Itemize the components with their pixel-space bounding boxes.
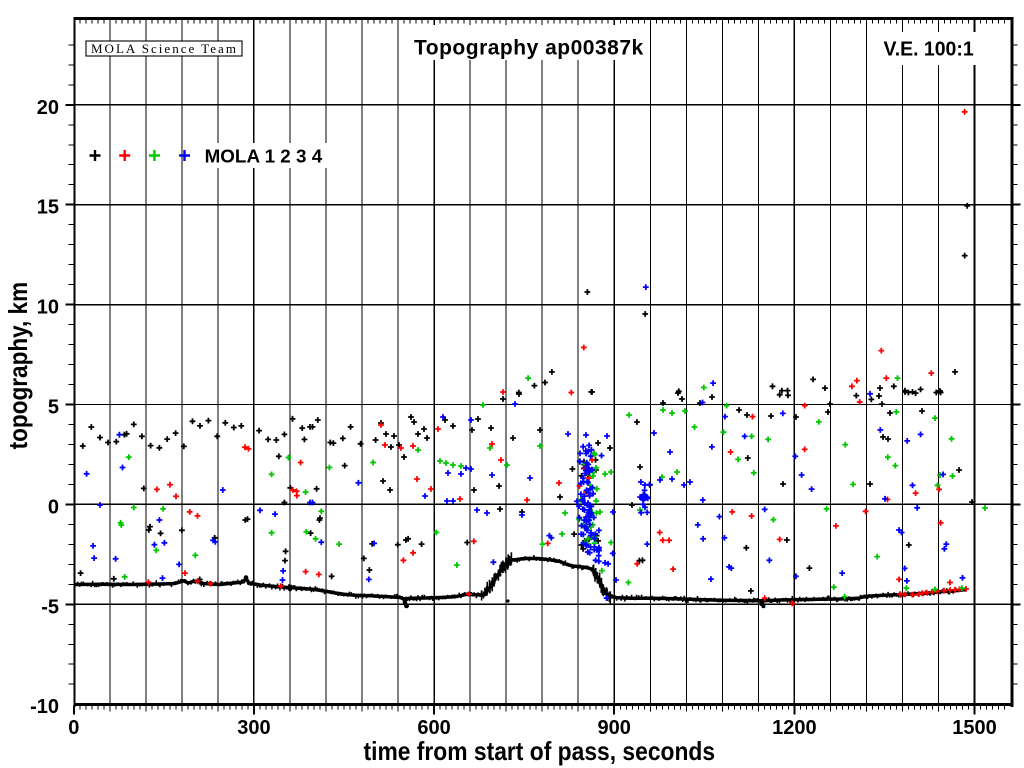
svg-text:15: 15 <box>37 197 59 219</box>
svg-text:-10: -10 <box>30 696 59 718</box>
svg-text:1500: 1500 <box>952 717 997 739</box>
svg-text:1200: 1200 <box>772 717 817 739</box>
svg-text:10: 10 <box>37 297 59 319</box>
svg-text:900: 900 <box>598 717 631 739</box>
svg-text:300: 300 <box>237 717 270 739</box>
svg-text:0: 0 <box>68 717 79 739</box>
svg-text:Topography ap00387k: Topography ap00387k <box>414 37 644 60</box>
svg-text:600: 600 <box>417 717 450 739</box>
svg-text:0: 0 <box>48 496 59 518</box>
svg-text:MOLA 1 2 3 4: MOLA 1 2 3 4 <box>205 146 323 167</box>
svg-text:topography, km: topography, km <box>3 282 33 450</box>
svg-text:time from start of pass, secon: time from start of pass, seconds <box>364 736 716 766</box>
svg-text:20: 20 <box>37 97 59 119</box>
svg-text:5: 5 <box>48 397 59 419</box>
svg-text:MOLA Science Team: MOLA Science Team <box>91 41 238 56</box>
svg-text:V.E. 100:1: V.E. 100:1 <box>884 39 974 61</box>
svg-text:-5: -5 <box>41 596 59 618</box>
